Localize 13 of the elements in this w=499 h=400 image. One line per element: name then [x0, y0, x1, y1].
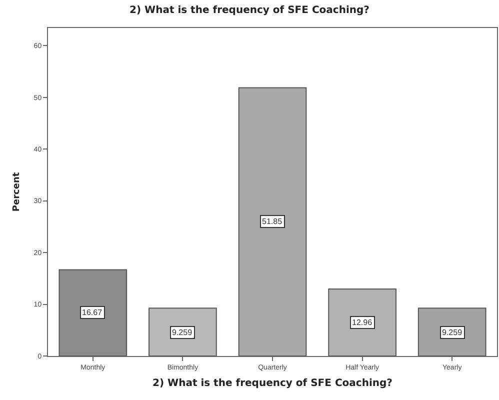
- data-label: 16.67: [82, 308, 103, 317]
- bar: [58, 269, 128, 356]
- data-label: 9.259: [172, 328, 193, 337]
- x-axis-title: 2) What is the frequency of SFE Coaching?: [152, 378, 393, 389]
- bar: [328, 288, 396, 356]
- data-label: 51.85: [262, 217, 283, 226]
- bar: [418, 308, 486, 356]
- bar: [238, 87, 307, 356]
- data-label: 12.96: [352, 318, 373, 327]
- data-label: 9.259: [442, 328, 463, 337]
- bar: [148, 308, 217, 356]
- y-axis-title: Percent: [12, 172, 22, 212]
- chart-title: 2) What is the frequency of SFE Coaching?: [130, 5, 370, 16]
